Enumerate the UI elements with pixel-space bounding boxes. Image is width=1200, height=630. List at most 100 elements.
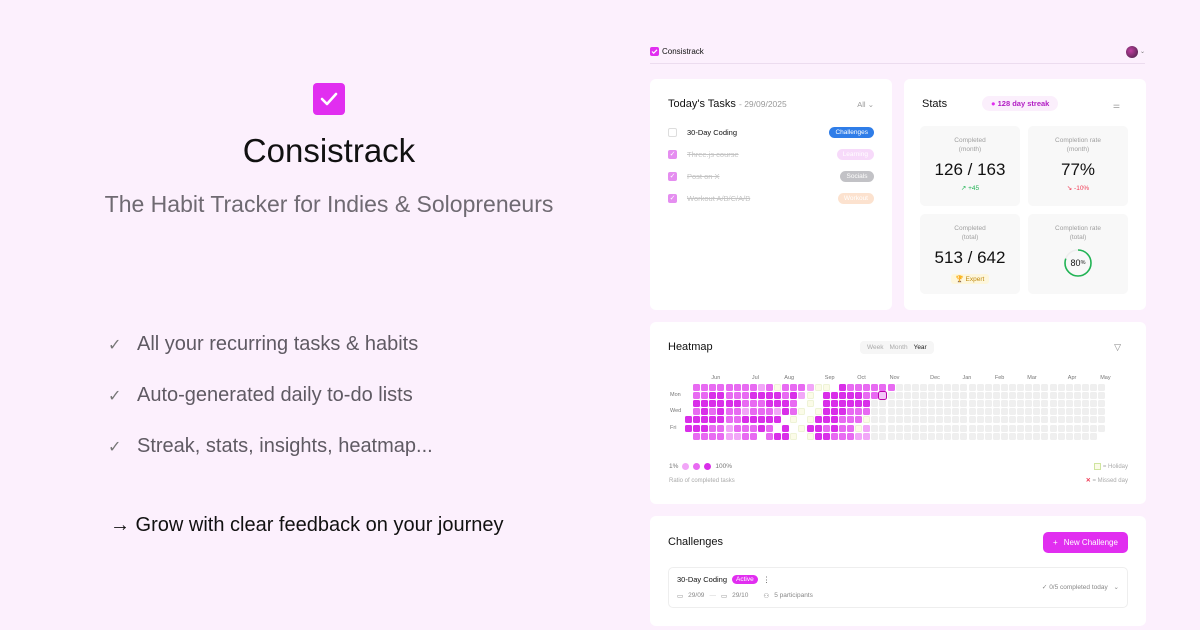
heatmap-cell[interactable] xyxy=(814,432,822,440)
heatmap-cell-future[interactable] xyxy=(879,424,887,432)
heatmap-cell-future[interactable] xyxy=(960,424,968,432)
heatmap-cell-future[interactable] xyxy=(952,408,960,416)
heatmap-cell-future[interactable] xyxy=(1017,408,1025,416)
heatmap-cell-future[interactable] xyxy=(1025,384,1033,391)
heatmap-cell-empty[interactable] xyxy=(806,408,814,416)
heatmap-cell[interactable] xyxy=(782,424,790,432)
heatmap-cell-future[interactable] xyxy=(1041,384,1049,391)
heatmap-cell-future[interactable] xyxy=(1009,424,1016,432)
more-options-icon[interactable]: ⋮ xyxy=(762,575,771,584)
heatmap-cell-future[interactable] xyxy=(1009,416,1016,424)
heatmap-cell-future[interactable] xyxy=(1090,384,1097,391)
heatmap-cell-holiday[interactable] xyxy=(814,408,822,416)
heatmap-cell-future[interactable] xyxy=(1098,408,1106,416)
heatmap-cell-future[interactable] xyxy=(911,416,919,424)
heatmap-cell-future[interactable] xyxy=(1041,408,1049,416)
heatmap-cell-future[interactable] xyxy=(1090,424,1097,432)
heatmap-cell-empty[interactable] xyxy=(757,432,765,440)
heatmap-cell[interactable] xyxy=(790,392,798,400)
heatmap-cell-future[interactable] xyxy=(1065,416,1073,424)
heatmap-cell-future[interactable] xyxy=(952,432,960,440)
heatmap-cell-future[interactable] xyxy=(911,392,919,400)
heatmap-cell-future[interactable] xyxy=(936,408,944,416)
heatmap-cell[interactable] xyxy=(871,384,879,391)
heatmap-cell-future[interactable] xyxy=(944,400,952,408)
heatmap-cell-future[interactable] xyxy=(1065,384,1073,391)
heatmap-cell-future[interactable] xyxy=(928,416,935,424)
heatmap-cell[interactable] xyxy=(749,400,757,408)
heatmap-cell-empty[interactable] xyxy=(774,424,782,432)
heatmap-cell[interactable] xyxy=(855,408,863,416)
task-row[interactable]: ✓ Workout A/B/C/A/B Workout xyxy=(668,191,874,205)
heatmap-cell[interactable] xyxy=(757,416,765,424)
heatmap-cell-future[interactable] xyxy=(968,432,976,440)
heatmap-cell-holiday[interactable] xyxy=(798,408,806,416)
heatmap-cell-future[interactable] xyxy=(903,384,911,391)
heatmap-cell[interactable] xyxy=(838,408,846,416)
heatmap-cell-future[interactable] xyxy=(928,424,935,432)
heatmap-cell[interactable] xyxy=(782,432,790,440)
heatmap-cell-future[interactable] xyxy=(984,384,992,391)
heatmap-cell[interactable] xyxy=(774,392,782,400)
heatmap-cell[interactable] xyxy=(741,384,749,391)
heatmap-cell-future[interactable] xyxy=(960,432,968,440)
heatmap-cell[interactable] xyxy=(766,384,773,391)
heatmap-cell[interactable] xyxy=(774,400,782,408)
heatmap-cell-future[interactable] xyxy=(1090,408,1097,416)
heatmap-cell-future[interactable] xyxy=(879,400,887,408)
heatmap-cell-future[interactable] xyxy=(903,416,911,424)
heatmap-cell[interactable] xyxy=(847,432,854,440)
heatmap-cell-future[interactable] xyxy=(952,424,960,432)
heatmap-cell-future[interactable] xyxy=(919,424,927,432)
heatmap-cell-future[interactable] xyxy=(1017,416,1025,424)
heatmap-cell-holiday[interactable] xyxy=(863,416,871,424)
heatmap-cell-future[interactable] xyxy=(1090,432,1097,440)
heatmap-cell-future[interactable] xyxy=(1057,408,1065,416)
heatmap-cell-future[interactable] xyxy=(911,424,919,432)
heatmap-cell-future[interactable] xyxy=(928,384,935,391)
heatmap-cell[interactable] xyxy=(733,400,741,408)
heatmap-cell-future[interactable] xyxy=(928,392,935,400)
heatmap-cell[interactable] xyxy=(847,384,854,391)
heatmap-cell-future[interactable] xyxy=(968,424,976,432)
heatmap-cell[interactable] xyxy=(766,416,773,424)
heatmap-cell[interactable] xyxy=(822,392,830,400)
heatmap-cell-future[interactable] xyxy=(895,384,903,391)
heatmap-cell[interactable] xyxy=(847,392,854,400)
heatmap-cell[interactable] xyxy=(749,416,757,424)
heatmap-cell-future[interactable] xyxy=(1009,408,1016,416)
heatmap-cell-future[interactable] xyxy=(1081,424,1089,432)
heatmap-cell[interactable] xyxy=(847,416,854,424)
heatmap-cell-future[interactable] xyxy=(1017,400,1025,408)
filter-dropdown[interactable]: All ⌄ xyxy=(857,100,874,109)
heatmap-cell-future[interactable] xyxy=(1009,400,1016,408)
heatmap-cell-future[interactable] xyxy=(984,432,992,440)
heatmap-cell-future[interactable] xyxy=(1000,400,1008,408)
heatmap-cell[interactable] xyxy=(733,424,741,432)
heatmap-cell[interactable] xyxy=(830,392,838,400)
heatmap-cell-future[interactable] xyxy=(1098,384,1106,391)
heatmap-cell-future[interactable] xyxy=(968,400,976,408)
heatmap-cell-holiday[interactable] xyxy=(806,400,814,408)
task-row[interactable]: 30-Day Coding Challenges xyxy=(668,125,874,139)
heatmap-cell-empty[interactable] xyxy=(814,392,822,400)
heatmap-cell-future[interactable] xyxy=(968,416,976,424)
heatmap-cell-future[interactable] xyxy=(1049,432,1057,440)
heatmap-cell[interactable] xyxy=(741,424,749,432)
heatmap-cell-future[interactable] xyxy=(992,432,1000,440)
heatmap-cell-future[interactable] xyxy=(1049,400,1057,408)
heatmap-cell[interactable] xyxy=(693,392,701,400)
heatmap-cell-future[interactable] xyxy=(919,392,927,400)
heatmap-cell-future[interactable] xyxy=(895,432,903,440)
heatmap-cell-future[interactable] xyxy=(887,416,895,424)
heatmap-cell-future[interactable] xyxy=(1049,408,1057,416)
view-year[interactable]: Year xyxy=(913,344,927,351)
heatmap-cell-future[interactable] xyxy=(1017,384,1025,391)
task-checkbox[interactable]: ✓ xyxy=(668,193,677,203)
heatmap-cell[interactable] xyxy=(855,392,863,400)
task-checkbox[interactable]: ✓ xyxy=(668,171,677,181)
heatmap-cell-future[interactable] xyxy=(1098,392,1106,400)
heatmap-cell-future[interactable] xyxy=(976,424,984,432)
heatmap-cell[interactable] xyxy=(847,408,854,416)
heatmap-cell[interactable] xyxy=(774,416,782,424)
